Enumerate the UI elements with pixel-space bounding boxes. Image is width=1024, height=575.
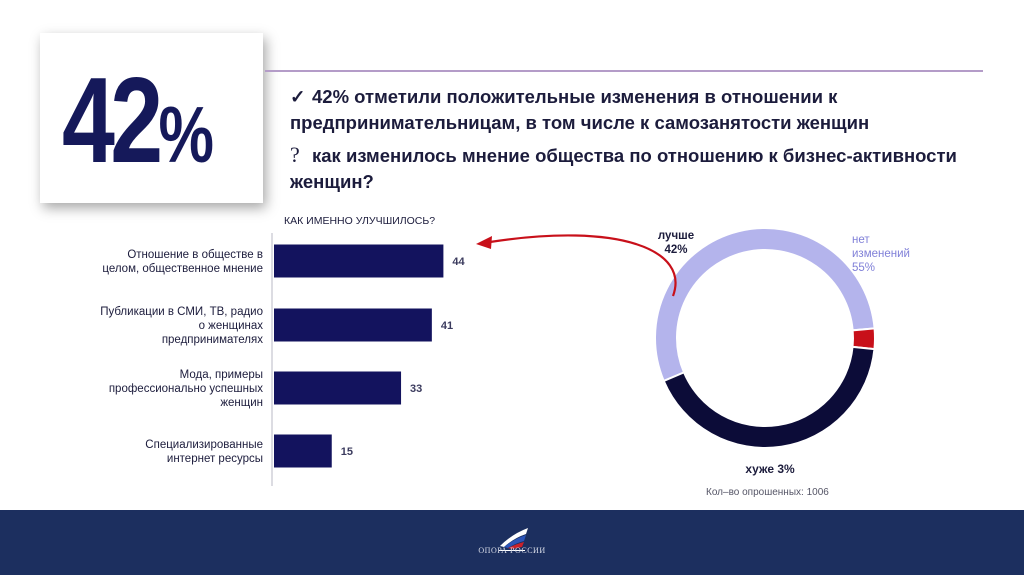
bar-category-label: Отношение в обществе в целом, общественно… <box>102 249 263 275</box>
question-icon: ? <box>290 142 300 167</box>
bar <box>274 371 402 405</box>
bar <box>274 434 332 468</box>
bar-value-label: 33 <box>410 383 422 395</box>
label-worse: хуже 3% <box>745 462 795 476</box>
donut-slice <box>851 327 876 351</box>
headline-number: 42% <box>62 52 214 188</box>
bar-value-label: 41 <box>441 320 453 332</box>
statement-positive: ✓ 42% отметили положительные изменения в … <box>290 86 870 133</box>
check-icon: ✓ <box>290 86 306 107</box>
footer-org-name: ОПОРА РОССИИ <box>478 546 546 555</box>
respondents-count: Кол–во опрошенных: 1006 <box>706 487 829 498</box>
statement-question: ? как изменилось мнение общества по отнош… <box>290 142 957 192</box>
bar-value-label: 15 <box>341 446 353 458</box>
top-divider <box>265 70 983 72</box>
bar-chart-title: КАК ИМЕННО УЛУЧШИЛОСЬ? <box>284 215 436 227</box>
bar-chart: 44 Отношение в обществе в целом, обществен… <box>100 233 466 486</box>
label-better: лучше 42% <box>657 230 695 256</box>
bar <box>274 308 432 342</box>
label-no-change: нет изменений 55% <box>852 234 910 274</box>
bar-category-label: Специализированные интернет ресурсы <box>145 439 263 465</box>
donut-slice <box>662 345 876 449</box>
bar-category-label: Публикации в СМИ, ТВ, радио о женщинах пре… <box>100 306 263 346</box>
bar-category-label: Мода, примеры профессионально успешных жен… <box>109 369 263 409</box>
bar-value-label: 44 <box>452 256 465 268</box>
headline-card: 42% <box>40 33 263 203</box>
opora-logo-icon <box>499 528 528 551</box>
donut-chart <box>654 227 876 449</box>
bar <box>274 244 444 278</box>
donut-slice <box>654 227 876 383</box>
